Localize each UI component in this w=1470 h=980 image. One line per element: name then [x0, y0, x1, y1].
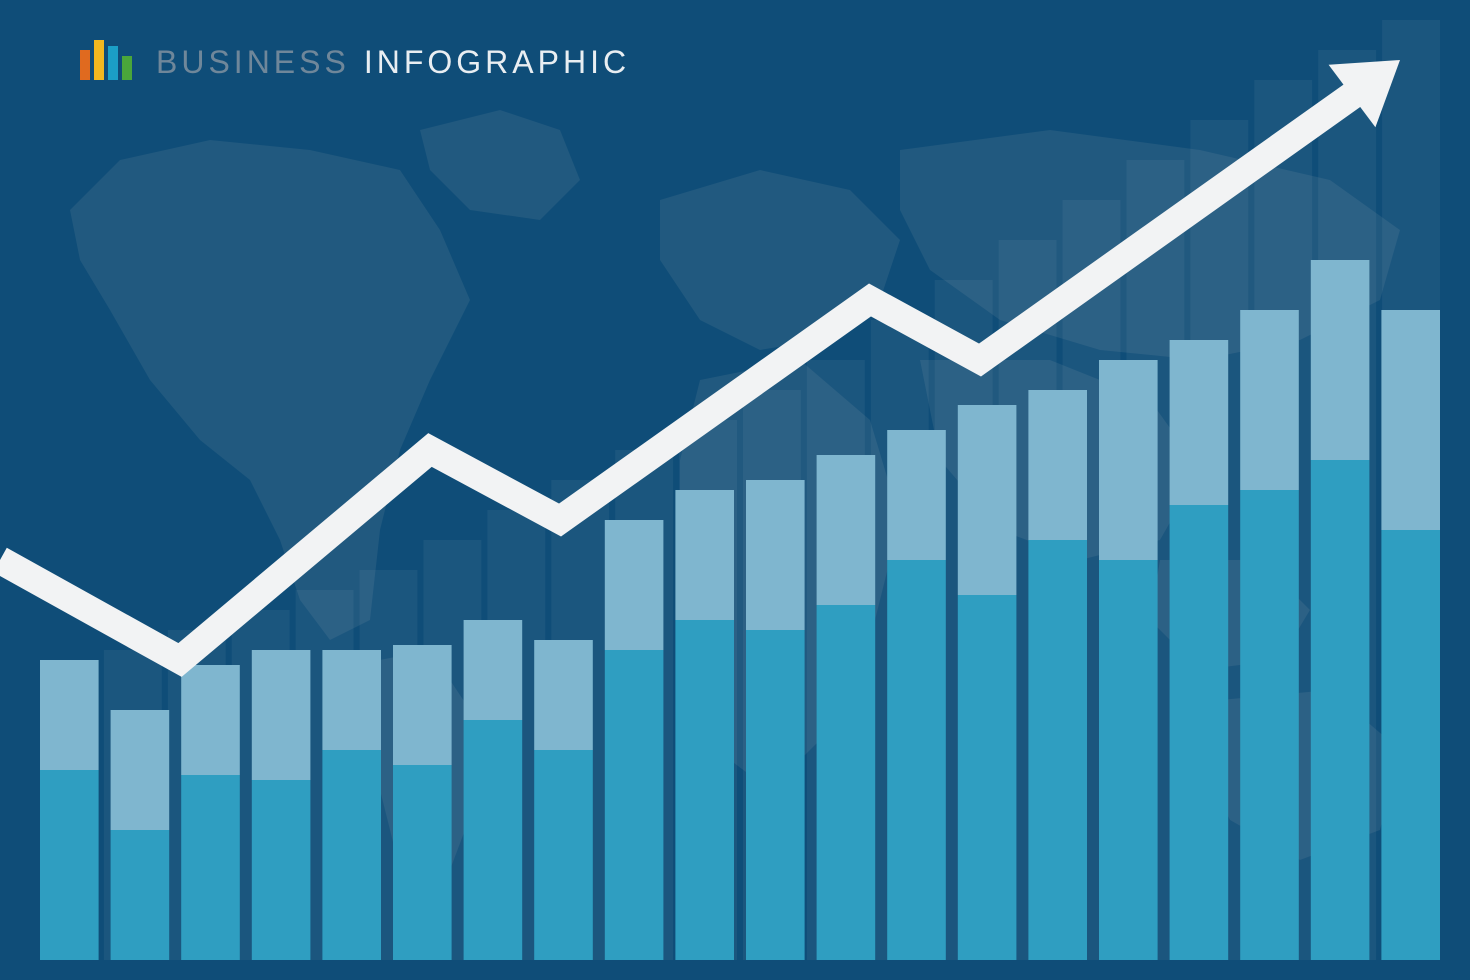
- bar-lower: [1240, 490, 1299, 960]
- bar-lower: [958, 595, 1017, 960]
- bar-lower: [817, 605, 876, 960]
- bar-lower: [322, 750, 381, 960]
- bar-lower: [393, 765, 452, 960]
- bar-upper: [675, 490, 734, 620]
- infographic-stage: BUSINESS INFOGRAPHIC: [0, 0, 1470, 980]
- logo-bar: [122, 56, 132, 80]
- bar-lower: [1311, 460, 1370, 960]
- bar-lower: [1099, 560, 1158, 960]
- logo-bar: [94, 40, 104, 80]
- bar-lower: [464, 720, 523, 960]
- chart-canvas: [0, 0, 1470, 980]
- bar-lower: [746, 630, 805, 960]
- bar-upper: [958, 405, 1017, 595]
- bar-lower: [605, 650, 664, 960]
- logo-bar: [108, 46, 118, 80]
- title-word-2: INFOGRAPHIC: [364, 46, 630, 78]
- bar-upper: [1170, 340, 1229, 505]
- bar-lower: [534, 750, 593, 960]
- bar-upper: [605, 520, 664, 650]
- bar-upper: [40, 660, 99, 770]
- bar-lower: [1381, 530, 1440, 960]
- logo-icon: [80, 40, 132, 80]
- bar-lower: [1028, 540, 1087, 960]
- bar-upper: [1381, 310, 1440, 530]
- bar-lower: [887, 560, 946, 960]
- bar-upper: [1099, 360, 1158, 560]
- bar-lower: [675, 620, 734, 960]
- bar-upper: [252, 650, 311, 780]
- bar-upper: [1028, 390, 1087, 540]
- bar-upper: [534, 640, 593, 750]
- bar-lower: [181, 775, 240, 960]
- bar-lower: [40, 770, 99, 960]
- bar-upper: [111, 710, 170, 830]
- bar-lower: [252, 780, 311, 960]
- bar-upper: [887, 430, 946, 560]
- bar-lower: [1170, 505, 1229, 960]
- page-title: BUSINESS INFOGRAPHIC: [156, 46, 630, 80]
- bar-upper: [322, 650, 381, 750]
- bar-upper: [464, 620, 523, 720]
- bar-upper: [393, 645, 452, 765]
- bar-upper: [1240, 310, 1299, 490]
- bar-upper: [1311, 260, 1370, 460]
- title-word-1: BUSINESS: [156, 46, 350, 78]
- bar-upper: [181, 665, 240, 775]
- bar-upper: [746, 480, 805, 630]
- header: BUSINESS INFOGRAPHIC: [80, 40, 630, 80]
- bar-upper: [817, 455, 876, 605]
- logo-bar: [80, 50, 90, 80]
- bar-lower: [111, 830, 170, 960]
